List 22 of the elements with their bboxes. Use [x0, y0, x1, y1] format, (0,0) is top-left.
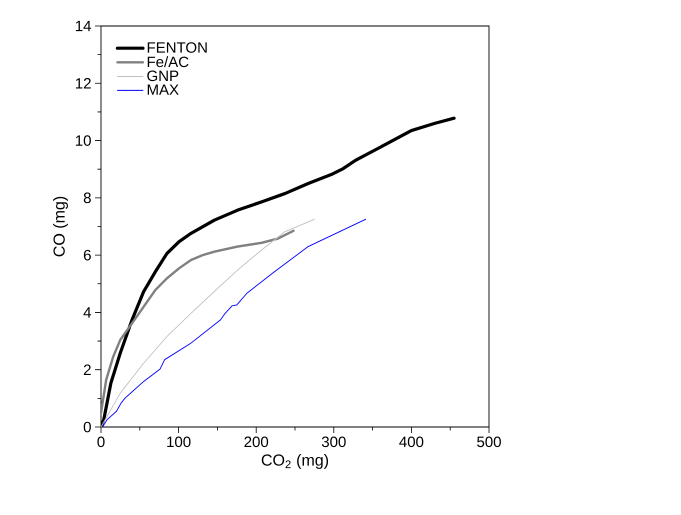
y-axis-title: CO (mg): [53, 196, 68, 256]
legend-label: GNP: [147, 70, 178, 82]
y-tick-label: 0: [84, 422, 91, 432]
x-tick-label: 300: [322, 436, 346, 448]
x-tick-label: 0: [97, 436, 105, 448]
y-tick-label: 4: [83, 307, 92, 318]
legend-label: MAX: [148, 84, 179, 95]
x-tick-label: 200: [244, 436, 268, 448]
legend-label: Fe/AC: [148, 56, 188, 68]
x-tick-label: 500: [477, 436, 501, 448]
line-series: [102, 218, 366, 427]
y-tick-label: 2: [84, 364, 91, 375]
y-tick-label: 6: [84, 250, 91, 260]
line-series: [101, 218, 315, 427]
x-axis-title: CO$_{2}$ (mg): [262, 454, 328, 469]
legend-label: FENTON: [148, 42, 207, 53]
x-tick-label: 100: [167, 436, 191, 448]
y-tick-label: 10: [76, 135, 91, 146]
x-tick-label: 400: [399, 436, 424, 448]
y-tick-label: 8: [84, 192, 91, 204]
y-tick-label: 12: [76, 78, 91, 89]
y-tick-label: 14: [76, 20, 92, 32]
